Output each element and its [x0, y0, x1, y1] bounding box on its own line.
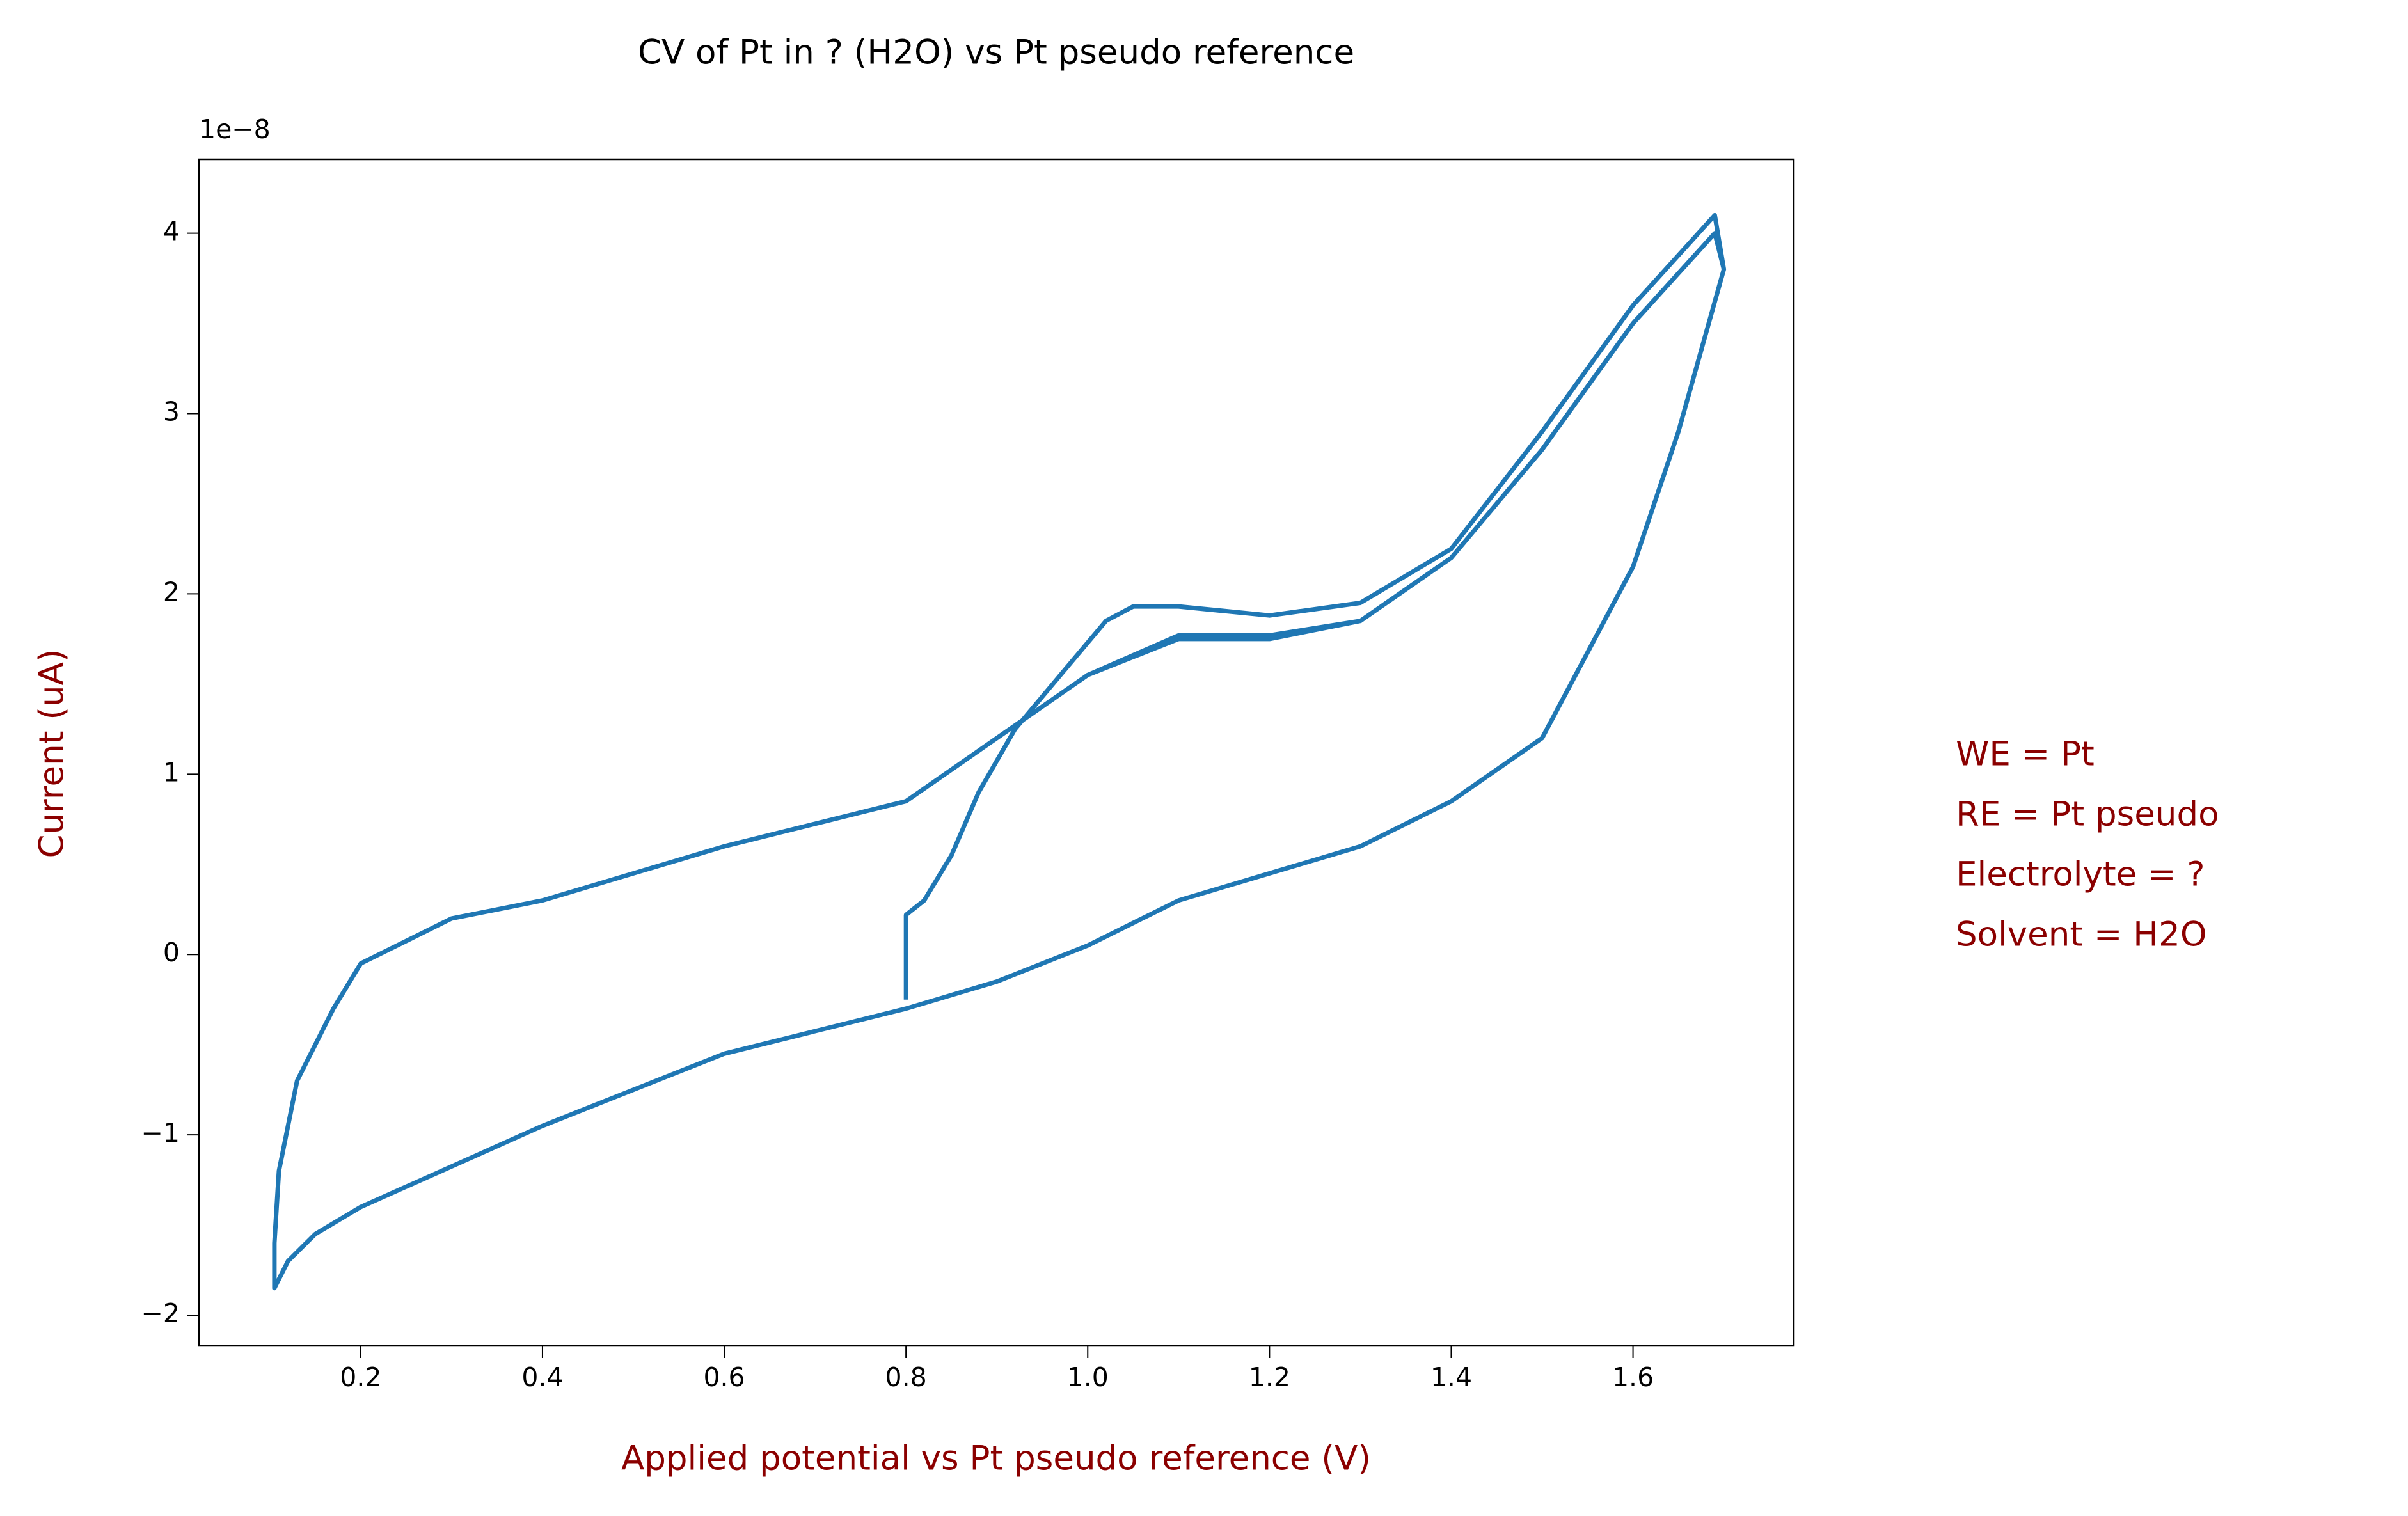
- x-tick-label: 1.0: [1067, 1362, 1109, 1393]
- plot-frame: [198, 158, 1795, 1347]
- annotation: RE = Pt pseudo: [1956, 795, 2219, 834]
- y-tick-label: −1: [141, 1117, 180, 1148]
- y-tick-label: 2: [163, 576, 180, 607]
- x-tick-label: 0.4: [521, 1362, 563, 1393]
- y-tick-label: 1: [163, 757, 180, 787]
- annotation: Solvent = H2O: [1956, 915, 2207, 954]
- y-tick-label: 3: [163, 397, 180, 427]
- x-axis-label: Applied potential vs Pt pseudo reference…: [621, 1439, 1371, 1478]
- x-tick-label: 1.6: [1612, 1362, 1654, 1393]
- y-axis-label: Current (uA): [33, 649, 72, 858]
- y-tick-label: 0: [163, 937, 180, 968]
- x-tick-label: 0.8: [885, 1362, 927, 1393]
- y-offset-label: 1e−8: [199, 114, 271, 145]
- data-line: [272, 212, 1727, 1291]
- x-tick-label: 0.2: [340, 1362, 381, 1393]
- x-tick-label: 0.6: [703, 1362, 745, 1393]
- x-tick-label: 1.2: [1249, 1362, 1290, 1393]
- chart-title: CV of Pt in ? (H2O) vs Pt pseudo referen…: [638, 33, 1354, 72]
- x-tick-label: 1.4: [1430, 1362, 1472, 1393]
- y-tick-label: −2: [141, 1298, 180, 1329]
- annotation: WE = Pt: [1956, 735, 2095, 774]
- y-tick-label: 4: [163, 216, 180, 247]
- annotation: Electrolyte = ?: [1956, 855, 2205, 894]
